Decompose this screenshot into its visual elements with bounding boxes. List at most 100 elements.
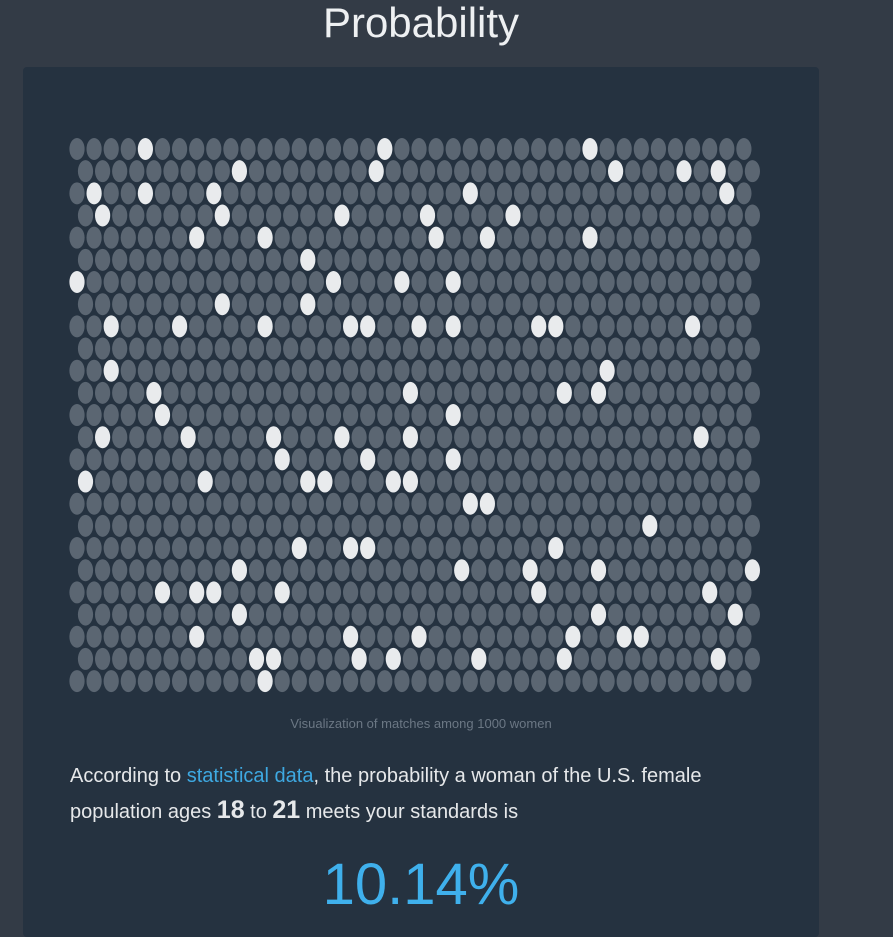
dot bbox=[283, 293, 299, 316]
dot bbox=[454, 248, 470, 271]
dot bbox=[582, 404, 598, 427]
dot bbox=[693, 470, 709, 493]
dot bbox=[214, 514, 230, 537]
dot bbox=[103, 537, 119, 560]
match-dot bbox=[522, 559, 538, 582]
dot bbox=[308, 581, 324, 604]
dot bbox=[479, 359, 495, 382]
dot bbox=[86, 492, 102, 515]
dot bbox=[86, 138, 102, 160]
dot bbox=[197, 647, 213, 670]
dot bbox=[95, 603, 111, 626]
dot bbox=[667, 359, 684, 382]
dot bbox=[642, 248, 658, 271]
dot bbox=[531, 625, 547, 648]
dot bbox=[702, 359, 718, 382]
dot bbox=[608, 647, 624, 670]
dot bbox=[112, 647, 128, 670]
match-dot bbox=[257, 226, 273, 249]
dot bbox=[394, 359, 410, 382]
dot bbox=[146, 248, 162, 271]
dot bbox=[368, 381, 384, 404]
dot bbox=[514, 182, 530, 205]
dot bbox=[137, 670, 153, 693]
dot bbox=[428, 359, 444, 382]
dot bbox=[462, 315, 478, 338]
dot bbox=[402, 293, 418, 316]
dot bbox=[334, 337, 350, 360]
match-dot bbox=[180, 426, 196, 449]
dot bbox=[650, 581, 667, 604]
dot bbox=[522, 248, 538, 271]
match-dot bbox=[385, 647, 401, 670]
dot bbox=[154, 271, 171, 294]
dot bbox=[351, 248, 367, 271]
dot bbox=[317, 426, 333, 449]
dot bbox=[505, 293, 521, 316]
dot bbox=[154, 359, 171, 382]
dot bbox=[368, 426, 384, 449]
dot bbox=[488, 470, 504, 493]
dot bbox=[642, 293, 658, 316]
text: to bbox=[244, 801, 273, 823]
dot bbox=[659, 647, 675, 670]
dot bbox=[77, 426, 94, 449]
dot bbox=[248, 470, 265, 493]
dot bbox=[445, 182, 461, 205]
dot bbox=[582, 359, 598, 382]
dot bbox=[283, 160, 299, 183]
dot bbox=[95, 293, 111, 316]
dot bbox=[522, 514, 538, 537]
dot bbox=[565, 226, 581, 249]
dot bbox=[531, 670, 547, 693]
dot bbox=[659, 160, 675, 183]
dot bbox=[642, 160, 658, 183]
dot bbox=[625, 293, 641, 316]
dot bbox=[325, 670, 342, 693]
dot bbox=[710, 381, 726, 404]
match-dot bbox=[531, 315, 547, 338]
dot bbox=[120, 625, 136, 648]
dot bbox=[120, 404, 136, 427]
dot bbox=[505, 248, 521, 271]
dot bbox=[163, 559, 179, 582]
dot bbox=[343, 581, 359, 604]
dot bbox=[240, 404, 256, 427]
dot bbox=[454, 160, 470, 183]
dot bbox=[488, 514, 504, 537]
dot bbox=[496, 670, 513, 693]
dot bbox=[197, 381, 213, 404]
dot bbox=[565, 315, 581, 338]
dot bbox=[599, 404, 615, 427]
dot bbox=[582, 625, 598, 648]
dot bbox=[317, 647, 333, 670]
dot bbox=[556, 514, 572, 537]
dot bbox=[300, 426, 316, 449]
dot bbox=[368, 337, 384, 360]
dot bbox=[522, 470, 538, 493]
dot bbox=[496, 404, 513, 427]
dot bbox=[471, 470, 487, 493]
dot bbox=[214, 559, 230, 582]
dot bbox=[505, 559, 521, 582]
dot bbox=[454, 470, 470, 493]
dot bbox=[385, 514, 401, 537]
dot bbox=[556, 248, 572, 271]
dot bbox=[377, 448, 393, 471]
match-dot bbox=[565, 625, 581, 648]
dot bbox=[599, 537, 615, 560]
match-dot bbox=[351, 647, 367, 670]
link[interactable]: statistical data bbox=[186, 765, 314, 787]
dot bbox=[676, 514, 692, 537]
dot bbox=[616, 537, 632, 560]
dot bbox=[744, 248, 761, 271]
dot bbox=[505, 514, 521, 537]
text: According to bbox=[70, 765, 187, 787]
dot bbox=[667, 492, 684, 515]
dot bbox=[317, 603, 333, 626]
dot bbox=[556, 559, 572, 582]
dot bbox=[385, 204, 401, 227]
dot bbox=[283, 647, 299, 670]
dot bbox=[650, 182, 667, 205]
dot bbox=[197, 559, 213, 582]
